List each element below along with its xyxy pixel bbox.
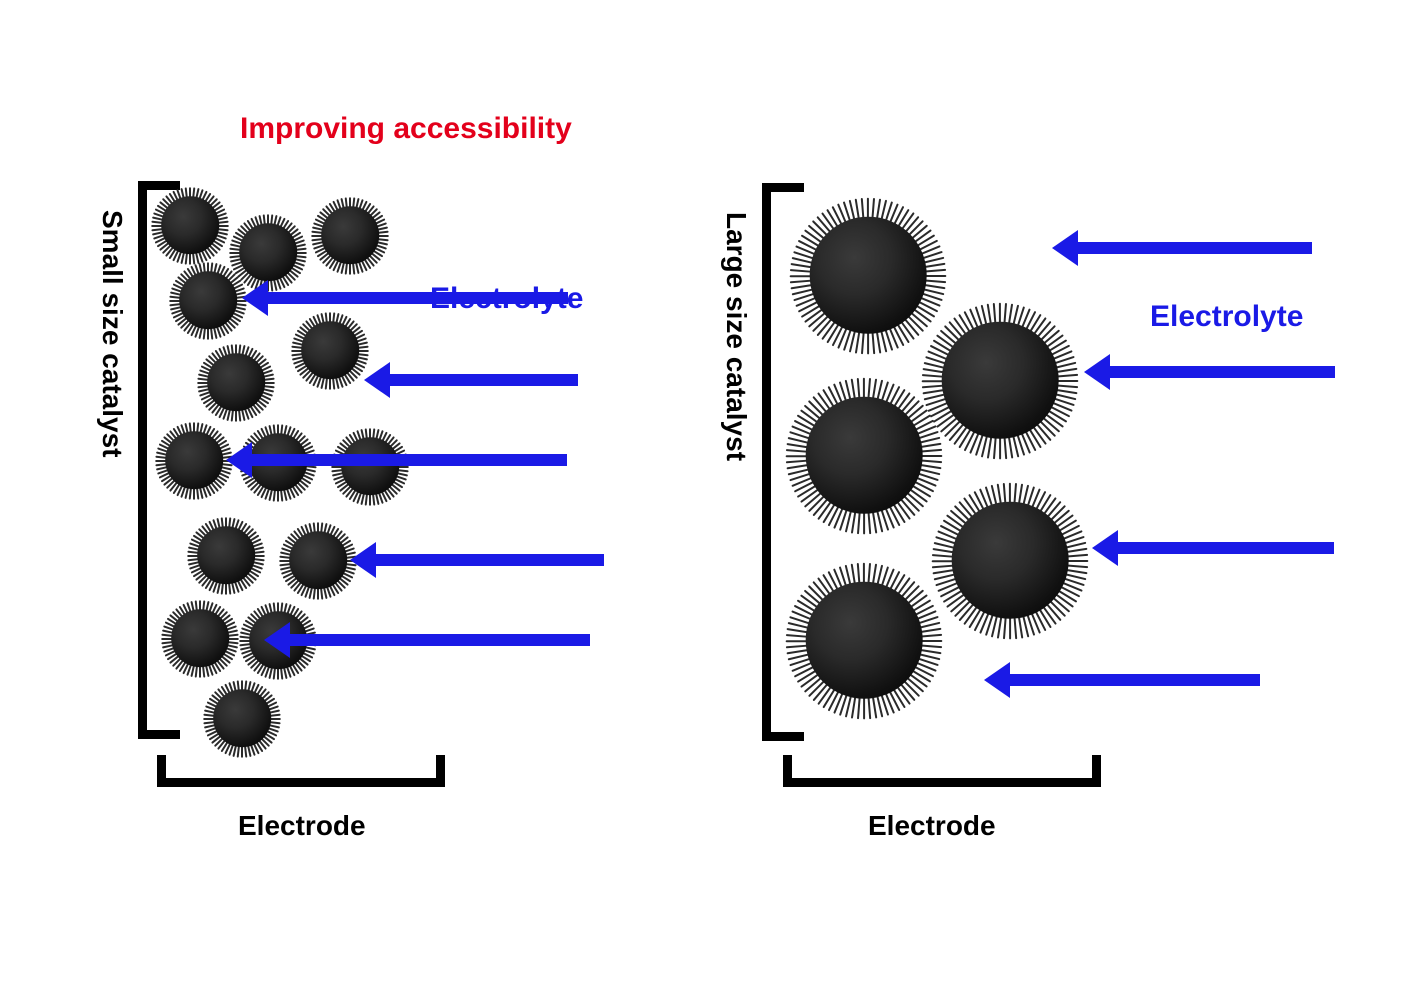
left_panel-particle (196, 342, 276, 422)
title: Improving accessibility (240, 112, 572, 146)
left_panel-vert-label: Small size catalyst (96, 210, 128, 710)
left_panel-particle (160, 598, 240, 678)
left_panel-particle (310, 195, 390, 275)
right_panel-arrow (1118, 542, 1334, 554)
left_panel-particle (186, 515, 266, 595)
left_panel-particle (202, 678, 282, 758)
left_panel-arrow (252, 454, 567, 466)
left_panel-bottom-bracket (166, 778, 436, 787)
left_panel-particle (330, 426, 410, 506)
right_panel-particle (783, 374, 945, 536)
right_panel-vert-label: Large size catalyst (720, 212, 752, 712)
right_panel-arrow (1110, 366, 1335, 378)
right_panel-arrow (1010, 674, 1260, 686)
right_panel-left-bracket (762, 192, 771, 732)
left_panel-electrode-label: Electrode (238, 810, 366, 842)
left_panel-particle (154, 420, 234, 500)
left_panel-arrow (268, 292, 568, 304)
left_panel-particle (150, 185, 230, 265)
left_panel-arrow (390, 374, 578, 386)
left_panel-particle (290, 310, 370, 390)
right_panel-arrow (1078, 242, 1312, 254)
right_panel-bottom-bracket (792, 778, 1092, 787)
left_panel-arrow (290, 634, 590, 646)
right_panel-particle (929, 479, 1091, 641)
right_panel-particle (783, 559, 945, 721)
right_panel-electrolyte-label: Electrolyte (1150, 300, 1303, 334)
left_panel-particle (168, 260, 248, 340)
left_panel-left-bracket (138, 190, 147, 730)
left_panel-particle (278, 520, 358, 600)
right_panel-electrode-label: Electrode (868, 810, 996, 842)
left_panel-arrow (376, 554, 604, 566)
